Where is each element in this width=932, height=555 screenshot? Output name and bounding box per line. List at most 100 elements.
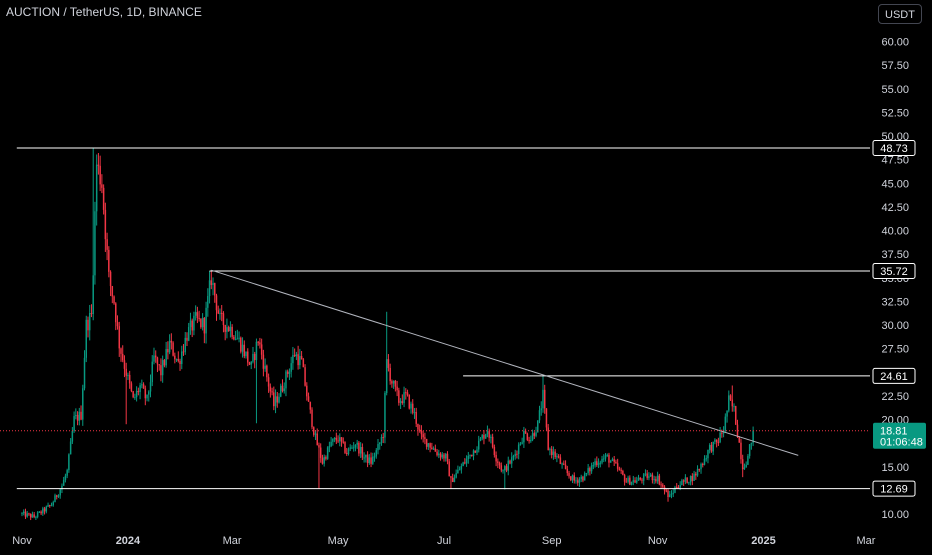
candle-body bbox=[207, 295, 209, 308]
candle-body bbox=[372, 456, 374, 464]
candle-body bbox=[528, 440, 530, 442]
candle-body bbox=[392, 380, 395, 384]
candle-body bbox=[583, 473, 586, 481]
candle-body bbox=[632, 480, 635, 482]
candle-body bbox=[154, 355, 157, 358]
candle-body bbox=[75, 414, 77, 417]
candle-body bbox=[608, 454, 610, 463]
candle-body bbox=[92, 275, 94, 314]
candle-body bbox=[688, 482, 690, 484]
candle-body bbox=[220, 312, 223, 314]
candle-body bbox=[599, 462, 602, 464]
candle-body bbox=[240, 337, 242, 352]
candle-body bbox=[519, 443, 522, 445]
candle-body bbox=[382, 437, 384, 439]
candle-body bbox=[141, 384, 143, 386]
candle-body bbox=[99, 165, 101, 185]
candle-body bbox=[113, 296, 115, 304]
candle-body bbox=[95, 164, 98, 212]
candle-body bbox=[194, 312, 197, 316]
candle-body bbox=[500, 465, 503, 471]
candle-body bbox=[189, 320, 192, 328]
x-tick-label: Mar bbox=[857, 535, 876, 547]
trendline bbox=[211, 269, 799, 456]
candle-body bbox=[403, 392, 405, 404]
candle-body bbox=[269, 386, 272, 392]
candle-body bbox=[575, 480, 577, 482]
candle-body bbox=[405, 392, 407, 394]
candle-body bbox=[679, 485, 681, 488]
candle-body bbox=[627, 477, 629, 482]
candle-body bbox=[483, 435, 485, 439]
candle-body bbox=[554, 451, 556, 458]
time-axis[interactable]: Nov 2024 Mar May Jul Sep Nov 2025 Mar bbox=[12, 535, 876, 547]
candle-body bbox=[125, 368, 127, 376]
candles-layer bbox=[21, 148, 754, 521]
candle-body bbox=[488, 431, 490, 438]
candle-body bbox=[168, 340, 171, 353]
candle-body bbox=[693, 473, 695, 481]
candle-body bbox=[427, 443, 430, 447]
candle-body bbox=[450, 476, 452, 478]
candle-body bbox=[410, 403, 412, 409]
candle-body bbox=[132, 391, 134, 398]
candle-body bbox=[606, 454, 608, 456]
candle-body bbox=[731, 399, 734, 407]
candle-body bbox=[384, 392, 386, 438]
candle-body bbox=[446, 453, 449, 462]
candle-body bbox=[297, 354, 299, 366]
candle-body bbox=[259, 342, 261, 345]
level-badge-label: 48.73 bbox=[880, 143, 908, 155]
candle-body bbox=[144, 388, 147, 399]
candle-body bbox=[589, 468, 591, 472]
candle-body bbox=[82, 388, 84, 420]
candle-body bbox=[186, 337, 188, 341]
candle-body bbox=[319, 447, 322, 458]
candle-body bbox=[498, 463, 501, 466]
candle-body bbox=[441, 454, 444, 458]
candle-body bbox=[401, 401, 404, 404]
candle-body bbox=[245, 351, 247, 357]
candle-body bbox=[375, 450, 378, 457]
candle-body bbox=[21, 513, 23, 515]
candle-body bbox=[490, 436, 492, 438]
y-tick-label: 57.50 bbox=[881, 60, 909, 72]
candle-body bbox=[724, 416, 727, 432]
candle-body bbox=[283, 388, 285, 392]
candle-body bbox=[540, 408, 543, 411]
candle-body bbox=[88, 313, 91, 331]
candle-body bbox=[332, 438, 334, 442]
candle-body bbox=[153, 355, 155, 362]
candle-body bbox=[429, 443, 431, 448]
candle-body bbox=[52, 502, 55, 506]
candle-body bbox=[368, 457, 371, 464]
candle-body bbox=[467, 455, 470, 460]
candle-body bbox=[486, 431, 489, 435]
candle-body bbox=[280, 385, 282, 397]
currency-button[interactable]: USDT bbox=[878, 4, 922, 24]
drawing-layer[interactable] bbox=[0, 147, 870, 490]
candle-body bbox=[601, 458, 603, 463]
candle-body bbox=[201, 318, 204, 328]
candle-body bbox=[708, 444, 711, 450]
candle-body bbox=[266, 365, 268, 378]
candle-body bbox=[512, 455, 515, 458]
candle-body bbox=[630, 481, 633, 485]
candle-body bbox=[439, 453, 442, 458]
candle-body bbox=[363, 457, 365, 459]
candle-body bbox=[118, 326, 121, 349]
candle-body bbox=[174, 355, 176, 360]
candle-body bbox=[748, 444, 751, 456]
candle-body bbox=[278, 396, 280, 403]
candle-body bbox=[347, 448, 350, 454]
candle-body bbox=[130, 383, 133, 392]
candle-body bbox=[253, 353, 256, 361]
candle-body bbox=[736, 424, 739, 438]
candle-body bbox=[87, 319, 89, 331]
candle-body bbox=[61, 485, 63, 490]
candle-body bbox=[85, 319, 88, 358]
candle-body bbox=[318, 445, 320, 448]
candle-body bbox=[187, 327, 190, 341]
